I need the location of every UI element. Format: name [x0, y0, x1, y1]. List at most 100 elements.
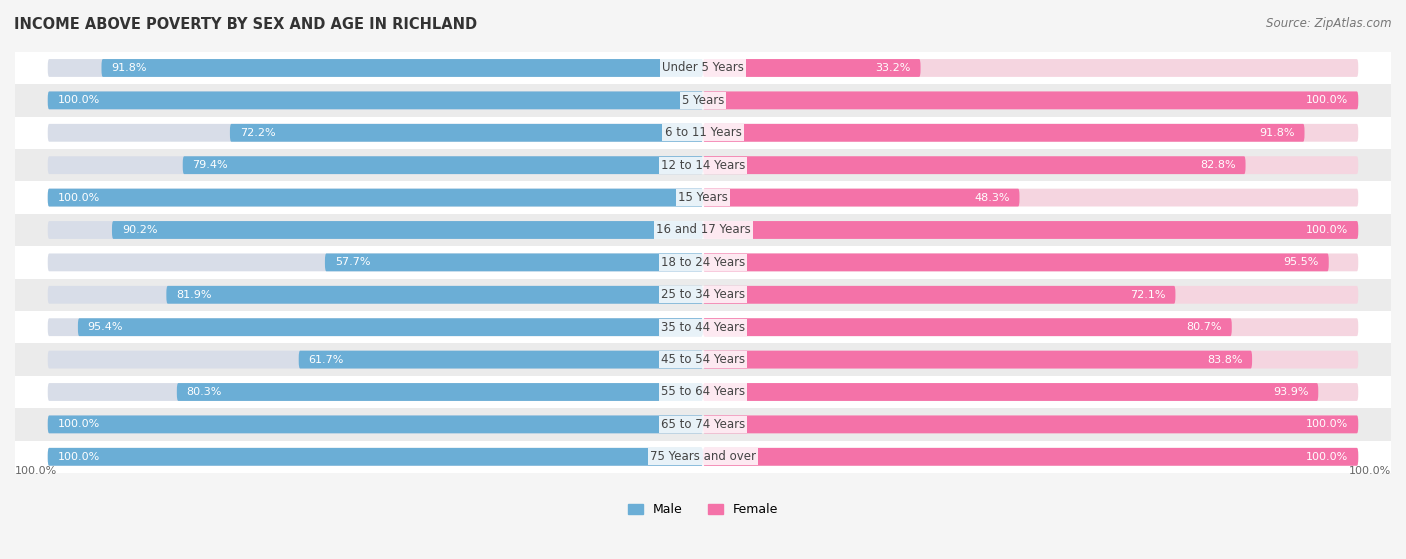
FancyBboxPatch shape: [703, 221, 1358, 239]
FancyBboxPatch shape: [703, 253, 1358, 271]
Text: 91.8%: 91.8%: [1260, 128, 1295, 138]
FancyBboxPatch shape: [703, 124, 1358, 141]
Text: 100.0%: 100.0%: [1306, 452, 1348, 462]
Bar: [15, 278, 1391, 311]
Text: 45 to 54 Years: 45 to 54 Years: [661, 353, 745, 366]
Text: 6 to 11 Years: 6 to 11 Years: [665, 126, 741, 139]
Text: 48.3%: 48.3%: [974, 193, 1010, 202]
FancyBboxPatch shape: [48, 253, 703, 271]
FancyBboxPatch shape: [177, 383, 703, 401]
Text: 75 Years and over: 75 Years and over: [650, 451, 756, 463]
FancyBboxPatch shape: [703, 383, 1358, 401]
Text: 82.8%: 82.8%: [1201, 160, 1236, 170]
Text: 100.0%: 100.0%: [58, 419, 100, 429]
FancyBboxPatch shape: [703, 157, 1246, 174]
Text: 15 Years: 15 Years: [678, 191, 728, 204]
Text: 79.4%: 79.4%: [193, 160, 228, 170]
Text: 95.5%: 95.5%: [1284, 257, 1319, 267]
Text: 25 to 34 Years: 25 to 34 Years: [661, 288, 745, 301]
Text: 100.0%: 100.0%: [58, 452, 100, 462]
Text: 55 to 64 Years: 55 to 64 Years: [661, 386, 745, 399]
FancyBboxPatch shape: [703, 157, 1358, 174]
Text: INCOME ABOVE POVERTY BY SEX AND AGE IN RICHLAND: INCOME ABOVE POVERTY BY SEX AND AGE IN R…: [14, 17, 477, 32]
FancyBboxPatch shape: [48, 415, 703, 433]
Bar: [15, 84, 1391, 117]
Text: Under 5 Years: Under 5 Years: [662, 61, 744, 74]
Bar: [15, 440, 1391, 473]
FancyBboxPatch shape: [48, 350, 703, 368]
FancyBboxPatch shape: [703, 92, 1358, 110]
FancyBboxPatch shape: [703, 189, 1019, 206]
FancyBboxPatch shape: [48, 221, 703, 239]
FancyBboxPatch shape: [703, 59, 921, 77]
Text: 90.2%: 90.2%: [122, 225, 157, 235]
FancyBboxPatch shape: [703, 221, 1358, 239]
FancyBboxPatch shape: [703, 448, 1358, 466]
FancyBboxPatch shape: [703, 448, 1358, 466]
Text: 100.0%: 100.0%: [1306, 96, 1348, 106]
Text: 33.2%: 33.2%: [876, 63, 911, 73]
FancyBboxPatch shape: [298, 350, 703, 368]
FancyBboxPatch shape: [48, 189, 703, 206]
FancyBboxPatch shape: [703, 92, 1358, 110]
Bar: [15, 246, 1391, 278]
Bar: [15, 181, 1391, 214]
FancyBboxPatch shape: [48, 124, 703, 141]
FancyBboxPatch shape: [703, 415, 1358, 433]
Text: 100.0%: 100.0%: [1306, 419, 1348, 429]
FancyBboxPatch shape: [703, 318, 1358, 336]
FancyBboxPatch shape: [48, 383, 703, 401]
Bar: [15, 343, 1391, 376]
FancyBboxPatch shape: [112, 221, 703, 239]
FancyBboxPatch shape: [48, 415, 703, 433]
Text: 61.7%: 61.7%: [308, 354, 344, 364]
Text: 91.8%: 91.8%: [111, 63, 146, 73]
Text: 5 Years: 5 Years: [682, 94, 724, 107]
Text: 35 to 44 Years: 35 to 44 Years: [661, 321, 745, 334]
FancyBboxPatch shape: [48, 189, 703, 206]
FancyBboxPatch shape: [48, 92, 703, 110]
Text: 12 to 14 Years: 12 to 14 Years: [661, 159, 745, 172]
FancyBboxPatch shape: [48, 92, 703, 110]
Text: 80.7%: 80.7%: [1187, 322, 1222, 332]
FancyBboxPatch shape: [325, 253, 703, 271]
FancyBboxPatch shape: [703, 286, 1358, 304]
Text: 18 to 24 Years: 18 to 24 Years: [661, 256, 745, 269]
Text: 100.0%: 100.0%: [58, 96, 100, 106]
Bar: [15, 117, 1391, 149]
Text: 83.8%: 83.8%: [1206, 354, 1243, 364]
Text: 95.4%: 95.4%: [87, 322, 124, 332]
Text: 80.3%: 80.3%: [187, 387, 222, 397]
FancyBboxPatch shape: [101, 59, 703, 77]
FancyBboxPatch shape: [166, 286, 703, 304]
FancyBboxPatch shape: [703, 383, 1319, 401]
FancyBboxPatch shape: [703, 318, 1232, 336]
Text: 65 to 74 Years: 65 to 74 Years: [661, 418, 745, 431]
FancyBboxPatch shape: [77, 318, 703, 336]
FancyBboxPatch shape: [183, 157, 703, 174]
FancyBboxPatch shape: [703, 59, 1358, 77]
Text: 81.9%: 81.9%: [176, 290, 212, 300]
Text: 57.7%: 57.7%: [335, 257, 370, 267]
Text: 72.1%: 72.1%: [1130, 290, 1166, 300]
FancyBboxPatch shape: [703, 415, 1358, 433]
FancyBboxPatch shape: [231, 124, 703, 141]
Bar: [15, 52, 1391, 84]
Bar: [15, 311, 1391, 343]
Bar: [15, 408, 1391, 440]
Legend: Male, Female: Male, Female: [623, 498, 783, 522]
FancyBboxPatch shape: [703, 124, 1305, 141]
FancyBboxPatch shape: [48, 157, 703, 174]
Bar: [15, 214, 1391, 246]
Bar: [15, 149, 1391, 181]
Text: 100.0%: 100.0%: [15, 466, 58, 476]
FancyBboxPatch shape: [703, 350, 1253, 368]
FancyBboxPatch shape: [48, 59, 703, 77]
FancyBboxPatch shape: [703, 253, 1329, 271]
Text: 100.0%: 100.0%: [58, 193, 100, 202]
FancyBboxPatch shape: [703, 286, 1175, 304]
Text: 100.0%: 100.0%: [1348, 466, 1391, 476]
Text: 100.0%: 100.0%: [1306, 225, 1348, 235]
Text: 16 and 17 Years: 16 and 17 Years: [655, 224, 751, 236]
Text: 93.9%: 93.9%: [1272, 387, 1309, 397]
